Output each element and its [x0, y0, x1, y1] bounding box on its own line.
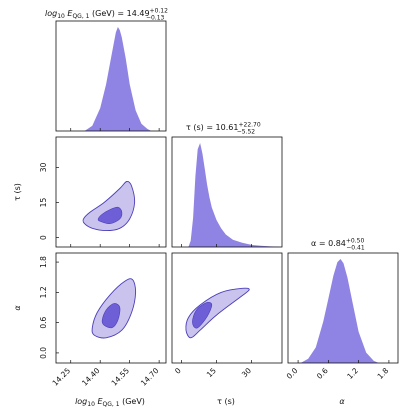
ylabel-tau: τ (s)	[13, 183, 22, 201]
y-tick-label: 0	[39, 235, 48, 240]
x-tick-label: 30	[240, 366, 253, 379]
marginal-alpha	[300, 259, 379, 363]
xlabel-logE: log10 EQG, 1 (GeV)	[75, 397, 145, 408]
xlabel-alpha: α	[339, 397, 345, 406]
panel-frame-tau	[171, 136, 283, 248]
title-tau: τ (s) = 10.61+22.70 −5.52	[186, 122, 261, 136]
y-tick-label: 30	[39, 162, 48, 172]
panel-frame-logE-alpha	[55, 252, 167, 364]
panels-layer: 0.0 0.6 1.2 1.8 0 15 30 14.25 14.40 14.55 14.70 0.0…	[39, 20, 399, 388]
x-tick-label: 0	[173, 366, 183, 376]
panel-frame-alpha	[287, 252, 399, 364]
x-tick-label: 14.55	[110, 366, 132, 388]
y-tick-label: 0.0	[39, 347, 48, 359]
x-tick-label: 0.0	[285, 366, 300, 381]
title-logE: log10 EQG, 1 (GeV) = 14.49+0.12 −0.13	[45, 8, 168, 22]
y-tick-label: 1.8	[39, 256, 48, 268]
xlabel-tau: τ (s)	[217, 397, 235, 406]
marginal-tau	[188, 143, 280, 247]
x-tick-label: 1.2	[345, 366, 360, 381]
contour-inner-logE-tau	[97, 206, 123, 224]
x-tick-label: 14.40	[80, 366, 102, 388]
panel-frame-logE-tau	[55, 136, 167, 248]
contour-inner-logE-alpha	[101, 303, 121, 329]
panel-frame-tau-alpha	[171, 252, 283, 364]
ylabel-alpha: α	[13, 305, 22, 311]
marginal-logE	[84, 27, 152, 131]
x-tick-label: 14.25	[51, 366, 73, 388]
y-tick-label: 1.2	[39, 286, 48, 298]
x-tick-label: 1.8	[376, 366, 391, 381]
x-tick-label: 15	[205, 366, 218, 379]
contour-outer-tau-alpha	[185, 287, 250, 339]
x-tick-label: 14.70	[139, 366, 161, 388]
contour-inner-tau-alpha	[192, 301, 213, 329]
y-tick-label: 0.6	[39, 316, 48, 328]
x-tick-label: 0.6	[315, 366, 330, 381]
title-alpha: α = 0.84+0.50 −0.41	[311, 238, 365, 252]
contour-outer-logE-tau	[82, 180, 136, 232]
y-tick-label: 15	[39, 198, 48, 208]
panel-frame-logE	[55, 20, 167, 132]
